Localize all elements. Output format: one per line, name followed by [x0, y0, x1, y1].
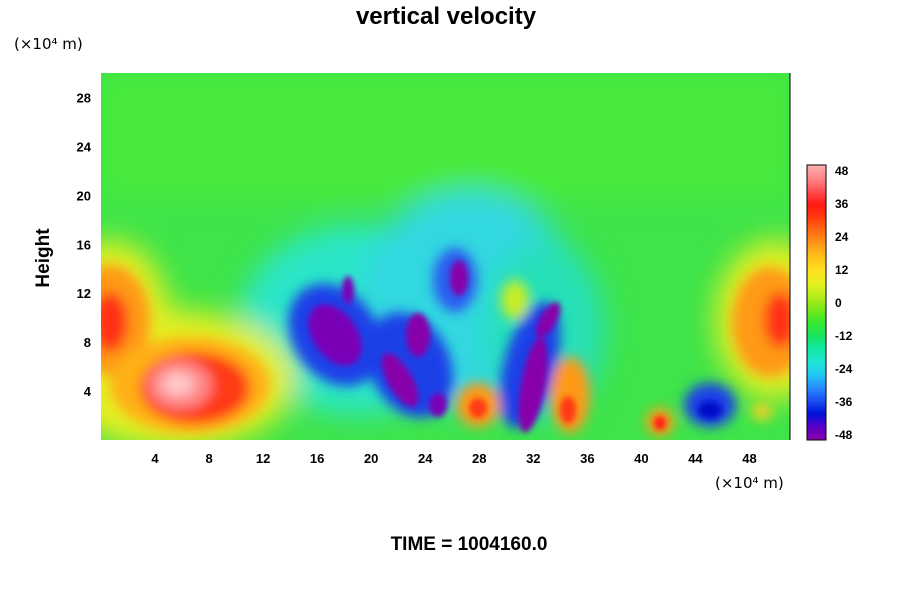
x-tick-label: 36 — [580, 451, 594, 466]
colorbar-tick-label: 12 — [835, 263, 849, 277]
purple-core-2c — [429, 393, 447, 417]
x-unit-label: (×10⁴ m) — [715, 474, 784, 492]
chart-title: vertical velocity — [356, 3, 537, 30]
x-tick-label: 16 — [310, 451, 324, 466]
x-tick-label: 40 — [634, 451, 648, 466]
yellow-blob-48 — [752, 404, 772, 420]
x-tick-label: 12 — [256, 451, 270, 466]
purple-core-1b — [342, 276, 354, 304]
x-tick-label: 28 — [472, 451, 486, 466]
purple-core-2b — [406, 313, 430, 357]
colorbar-tick-label: -12 — [835, 329, 853, 343]
y-tick-label: 24 — [77, 139, 92, 154]
y-tick-label: 12 — [77, 286, 91, 301]
x-tick-label: 24 — [418, 451, 433, 466]
red-core-28 — [469, 398, 487, 418]
orange-blob-34 — [550, 357, 590, 433]
purple-core-2 — [381, 353, 419, 407]
time-label: TIME = 1004160.0 — [391, 534, 548, 555]
y-axis-label: Height — [33, 228, 54, 288]
x-tick-label: 44 — [688, 451, 703, 466]
y-tick-label: 4 — [84, 384, 92, 399]
y-tick-label: 8 — [84, 335, 91, 350]
colorbar-tick-label: -24 — [835, 362, 853, 376]
y-axis-ticks: 4 8 12 16 20 24 28 — [77, 90, 92, 399]
red-left — [101, 292, 128, 352]
colorbar-ticks: 48 36 24 12 0 -12 -24 -36 -48 — [835, 164, 853, 442]
colorbar-tick-label: 24 — [835, 230, 849, 244]
colorbar-tick-label: 48 — [835, 164, 849, 178]
y-tick-label: 20 — [77, 188, 91, 203]
x-tick-label: 20 — [364, 451, 378, 466]
pale-core — [162, 372, 194, 396]
colorbar: 48 36 24 12 0 -12 -24 -36 -48 — [806, 164, 853, 442]
y-unit-label: (×10⁴ m) — [14, 35, 83, 53]
y-tick-label: 28 — [77, 90, 91, 105]
x-axis-ticks: 4 8 12 16 20 24 28 32 36 40 44 48 — [151, 451, 756, 466]
colorbar-tick-label: 36 — [835, 197, 849, 211]
x-tick-label: 8 — [205, 451, 212, 466]
deep-blue-right — [698, 401, 722, 419]
purple-core-3 — [450, 260, 468, 296]
colorbar-tick-label: -36 — [835, 395, 853, 409]
red-right — [764, 292, 790, 348]
field-core-layer — [308, 260, 722, 433]
x-tick-label: 4 — [151, 451, 159, 466]
red-core-41 — [654, 416, 666, 430]
x-tick-label: 32 — [526, 451, 540, 466]
yellow-streak-mid — [501, 280, 529, 320]
colorbar-tick-label: 0 — [835, 296, 842, 310]
upper-band — [101, 73, 790, 198]
red-core-34 — [560, 396, 576, 424]
blue-plume-2 — [366, 312, 454, 418]
y-tick-label: 16 — [77, 237, 91, 252]
colorbar-strip — [806, 164, 827, 441]
purple-core-4b — [535, 302, 561, 338]
purple-core-1 — [308, 304, 362, 366]
colorbar-tick-label: -48 — [835, 428, 853, 442]
purple-core-4 — [518, 337, 548, 433]
velocity-field — [101, 73, 790, 440]
x-tick-label: 48 — [742, 451, 756, 466]
